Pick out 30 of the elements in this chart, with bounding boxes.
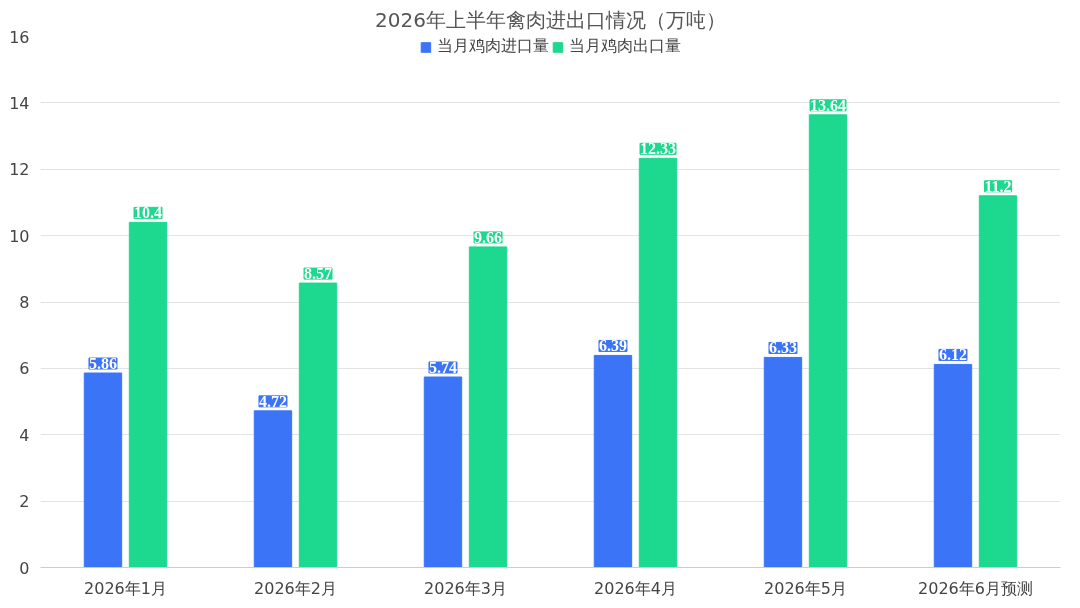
data-label: 5.86 [88,355,117,373]
data-label: 12.33 [640,140,677,158]
legend-label: 当月鸡肉出口量 [568,36,681,57]
x-tick-label: 2026年2月 [254,578,337,598]
data-label: 6.33 [768,339,797,357]
x-tick-label: 2026年5月 [764,578,847,598]
data-label: 6.39 [598,337,627,355]
y-tick-label: 8 [19,293,30,312]
y-tick-label: 2 [19,492,30,512]
chart-title: 2026年上半年禽肉进出口情况（万吨） [375,7,726,32]
x-tick-label: 2026年1月 [84,578,167,598]
data-label: 6.12 [938,346,967,364]
y-tick-label: 14 [9,93,30,113]
y-tick-label: 16 [9,27,30,47]
data-label: 11.2 [984,177,1012,195]
data-label: 10.4 [134,204,163,222]
data-label: 4.72 [258,392,287,410]
data-label: 5.74 [428,359,457,376]
y-tick-label: 12 [9,160,30,180]
x-tick-label: 2026年3月 [424,578,507,598]
data-label: 13.64 [810,96,847,114]
x-tick-label: 2026年6月预测 [918,578,1033,598]
y-tick-label: 4 [19,425,30,445]
data-label: 8.57 [304,265,333,283]
y-tick-label: 0 [19,558,30,578]
x-tick-label: 2026年4月 [594,578,677,598]
data-label: 9.66 [474,228,503,246]
legend-label: 当月鸡肉进口量 [436,36,549,57]
y-tick-label: 10 [9,226,30,246]
y-tick-label: 6 [19,359,30,379]
